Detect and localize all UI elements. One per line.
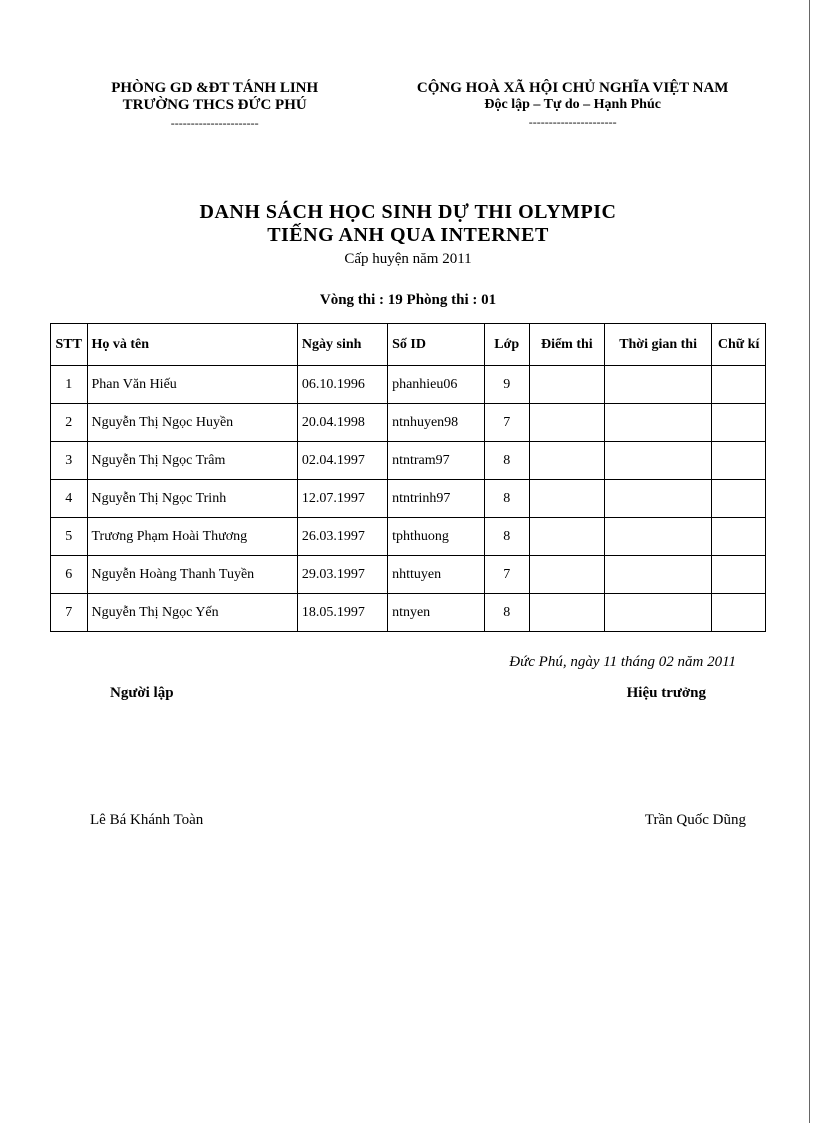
- date-line: Đức Phú, ngày 11 tháng 02 năm 2011: [50, 654, 766, 671]
- cell-score: [529, 480, 604, 518]
- header-left-dashes: ----------------------: [50, 116, 379, 131]
- round-info: Vòng thi : 19 Phòng thi : 01: [50, 292, 766, 309]
- cell-stt: 5: [51, 518, 88, 556]
- creator-label: Người lập: [110, 685, 174, 702]
- cell-id: phanhieu06: [388, 366, 485, 404]
- table-header-row: STT Họ và tên Ngày sinh Số ID Lớp Điểm t…: [51, 324, 766, 366]
- document-title-line2: TIẾNG ANH QUA INTERNET: [50, 224, 766, 247]
- org-school: TRƯỜNG THCS ĐỨC PHÚ: [50, 97, 379, 114]
- cell-name: Trương Phạm Hoài Thương: [87, 518, 297, 556]
- cell-stt: 2: [51, 404, 88, 442]
- students-table: STT Họ và tên Ngày sinh Số ID Lớp Điểm t…: [50, 323, 766, 632]
- cell-name: Nguyễn Hoàng Thanh Tuyền: [87, 556, 297, 594]
- cell-name: Nguyễn Thị Ngọc Trinh: [87, 480, 297, 518]
- cell-name: Nguyễn Thị Ngọc Trâm: [87, 442, 297, 480]
- table-row: 6Nguyễn Hoàng Thanh Tuyền29.03.1997nhttu…: [51, 556, 766, 594]
- cell-stt: 6: [51, 556, 88, 594]
- cell-id: ntntrinh97: [388, 480, 485, 518]
- cell-stt: 7: [51, 594, 88, 632]
- cell-time: [604, 480, 711, 518]
- cell-time: [604, 594, 711, 632]
- cell-id: tphthuong: [388, 518, 485, 556]
- cell-sign: [712, 518, 766, 556]
- table-row: 7Nguyễn Thị Ngọc Yến18.05.1997ntnyen8: [51, 594, 766, 632]
- cell-dob: 20.04.1998: [297, 404, 387, 442]
- cell-dob: 26.03.1997: [297, 518, 387, 556]
- org-dept: PHÒNG GD &ĐT TÁNH LINH: [50, 80, 379, 97]
- signature-names: Lê Bá Khánh Toàn Trần Quốc Dũng: [50, 812, 766, 829]
- header-left: PHÒNG GD &ĐT TÁNH LINH TRƯỜNG THCS ĐỨC P…: [50, 80, 379, 131]
- cell-score: [529, 404, 604, 442]
- col-header-class: Lớp: [484, 324, 529, 366]
- cell-id: ntntram97: [388, 442, 485, 480]
- table-body: 1Phan Văn Hiếu06.10.1996phanhieu0692Nguy…: [51, 366, 766, 632]
- table-row: 5Trương Phạm Hoài Thương26.03.1997tphthu…: [51, 518, 766, 556]
- cell-sign: [712, 594, 766, 632]
- document-subtitle: Cấp huyện năm 2011: [50, 251, 766, 268]
- creator-name: Lê Bá Khánh Toàn: [90, 812, 203, 829]
- cell-stt: 1: [51, 366, 88, 404]
- cell-name: Nguyễn Thị Ngọc Huyền: [87, 404, 297, 442]
- cell-score: [529, 594, 604, 632]
- document-header: PHÒNG GD &ĐT TÁNH LINH TRƯỜNG THCS ĐỨC P…: [50, 80, 766, 131]
- cell-class: 8: [484, 594, 529, 632]
- cell-time: [604, 442, 711, 480]
- col-header-id: Số ID: [388, 324, 485, 366]
- cell-time: [604, 404, 711, 442]
- cell-sign: [712, 404, 766, 442]
- cell-class: 8: [484, 518, 529, 556]
- cell-score: [529, 366, 604, 404]
- document-title-line1: DANH SÁCH HỌC SINH DỰ THI OLYMPIC: [50, 201, 766, 224]
- cell-id: nhttuyen: [388, 556, 485, 594]
- col-header-name: Họ và tên: [87, 324, 297, 366]
- cell-id: ntnhuyen98: [388, 404, 485, 442]
- motto: Độc lập – Tự do – Hạnh Phúc: [379, 97, 766, 113]
- cell-dob: 12.07.1997: [297, 480, 387, 518]
- header-right: CỘNG HOÀ XÃ HỘI CHỦ NGHĨA VIỆT NAM Độc l…: [379, 80, 766, 131]
- col-header-dob: Ngày sinh: [297, 324, 387, 366]
- cell-class: 7: [484, 556, 529, 594]
- cell-class: 8: [484, 442, 529, 480]
- cell-score: [529, 442, 604, 480]
- cell-id: ntnyen: [388, 594, 485, 632]
- cell-name: Nguyễn Thị Ngọc Yến: [87, 594, 297, 632]
- cell-stt: 4: [51, 480, 88, 518]
- cell-class: 8: [484, 480, 529, 518]
- cell-sign: [712, 366, 766, 404]
- col-header-score: Điểm thi: [529, 324, 604, 366]
- table-row: 3Nguyễn Thị Ngọc Trâm02.04.1997ntntram97…: [51, 442, 766, 480]
- page-border: [809, 0, 810, 1123]
- cell-dob: 06.10.1996: [297, 366, 387, 404]
- signature-labels: Người lập Hiệu trưởng: [50, 685, 766, 702]
- cell-time: [604, 366, 711, 404]
- cell-dob: 02.04.1997: [297, 442, 387, 480]
- title-block: DANH SÁCH HỌC SINH DỰ THI OLYMPIC TIẾNG …: [50, 201, 766, 268]
- cell-sign: [712, 442, 766, 480]
- table-row: 2Nguyễn Thị Ngọc Huyền20.04.1998ntnhuyen…: [51, 404, 766, 442]
- table-row: 4Nguyễn Thị Ngọc Trinh12.07.1997ntntrinh…: [51, 480, 766, 518]
- cell-score: [529, 556, 604, 594]
- cell-sign: [712, 480, 766, 518]
- cell-class: 7: [484, 404, 529, 442]
- col-header-stt: STT: [51, 324, 88, 366]
- cell-time: [604, 556, 711, 594]
- cell-time: [604, 518, 711, 556]
- cell-dob: 29.03.1997: [297, 556, 387, 594]
- table-row: 1Phan Văn Hiếu06.10.1996phanhieu069: [51, 366, 766, 404]
- header-right-dashes: ----------------------: [379, 115, 766, 130]
- cell-score: [529, 518, 604, 556]
- cell-dob: 18.05.1997: [297, 594, 387, 632]
- principal-label: Hiệu trưởng: [627, 685, 706, 702]
- cell-sign: [712, 556, 766, 594]
- cell-name: Phan Văn Hiếu: [87, 366, 297, 404]
- principal-name: Trần Quốc Dũng: [645, 812, 746, 829]
- cell-class: 9: [484, 366, 529, 404]
- cell-stt: 3: [51, 442, 88, 480]
- col-header-time: Thời gian thi: [604, 324, 711, 366]
- col-header-sign: Chữ kí: [712, 324, 766, 366]
- country-name: CỘNG HOÀ XÃ HỘI CHỦ NGHĨA VIỆT NAM: [379, 80, 766, 97]
